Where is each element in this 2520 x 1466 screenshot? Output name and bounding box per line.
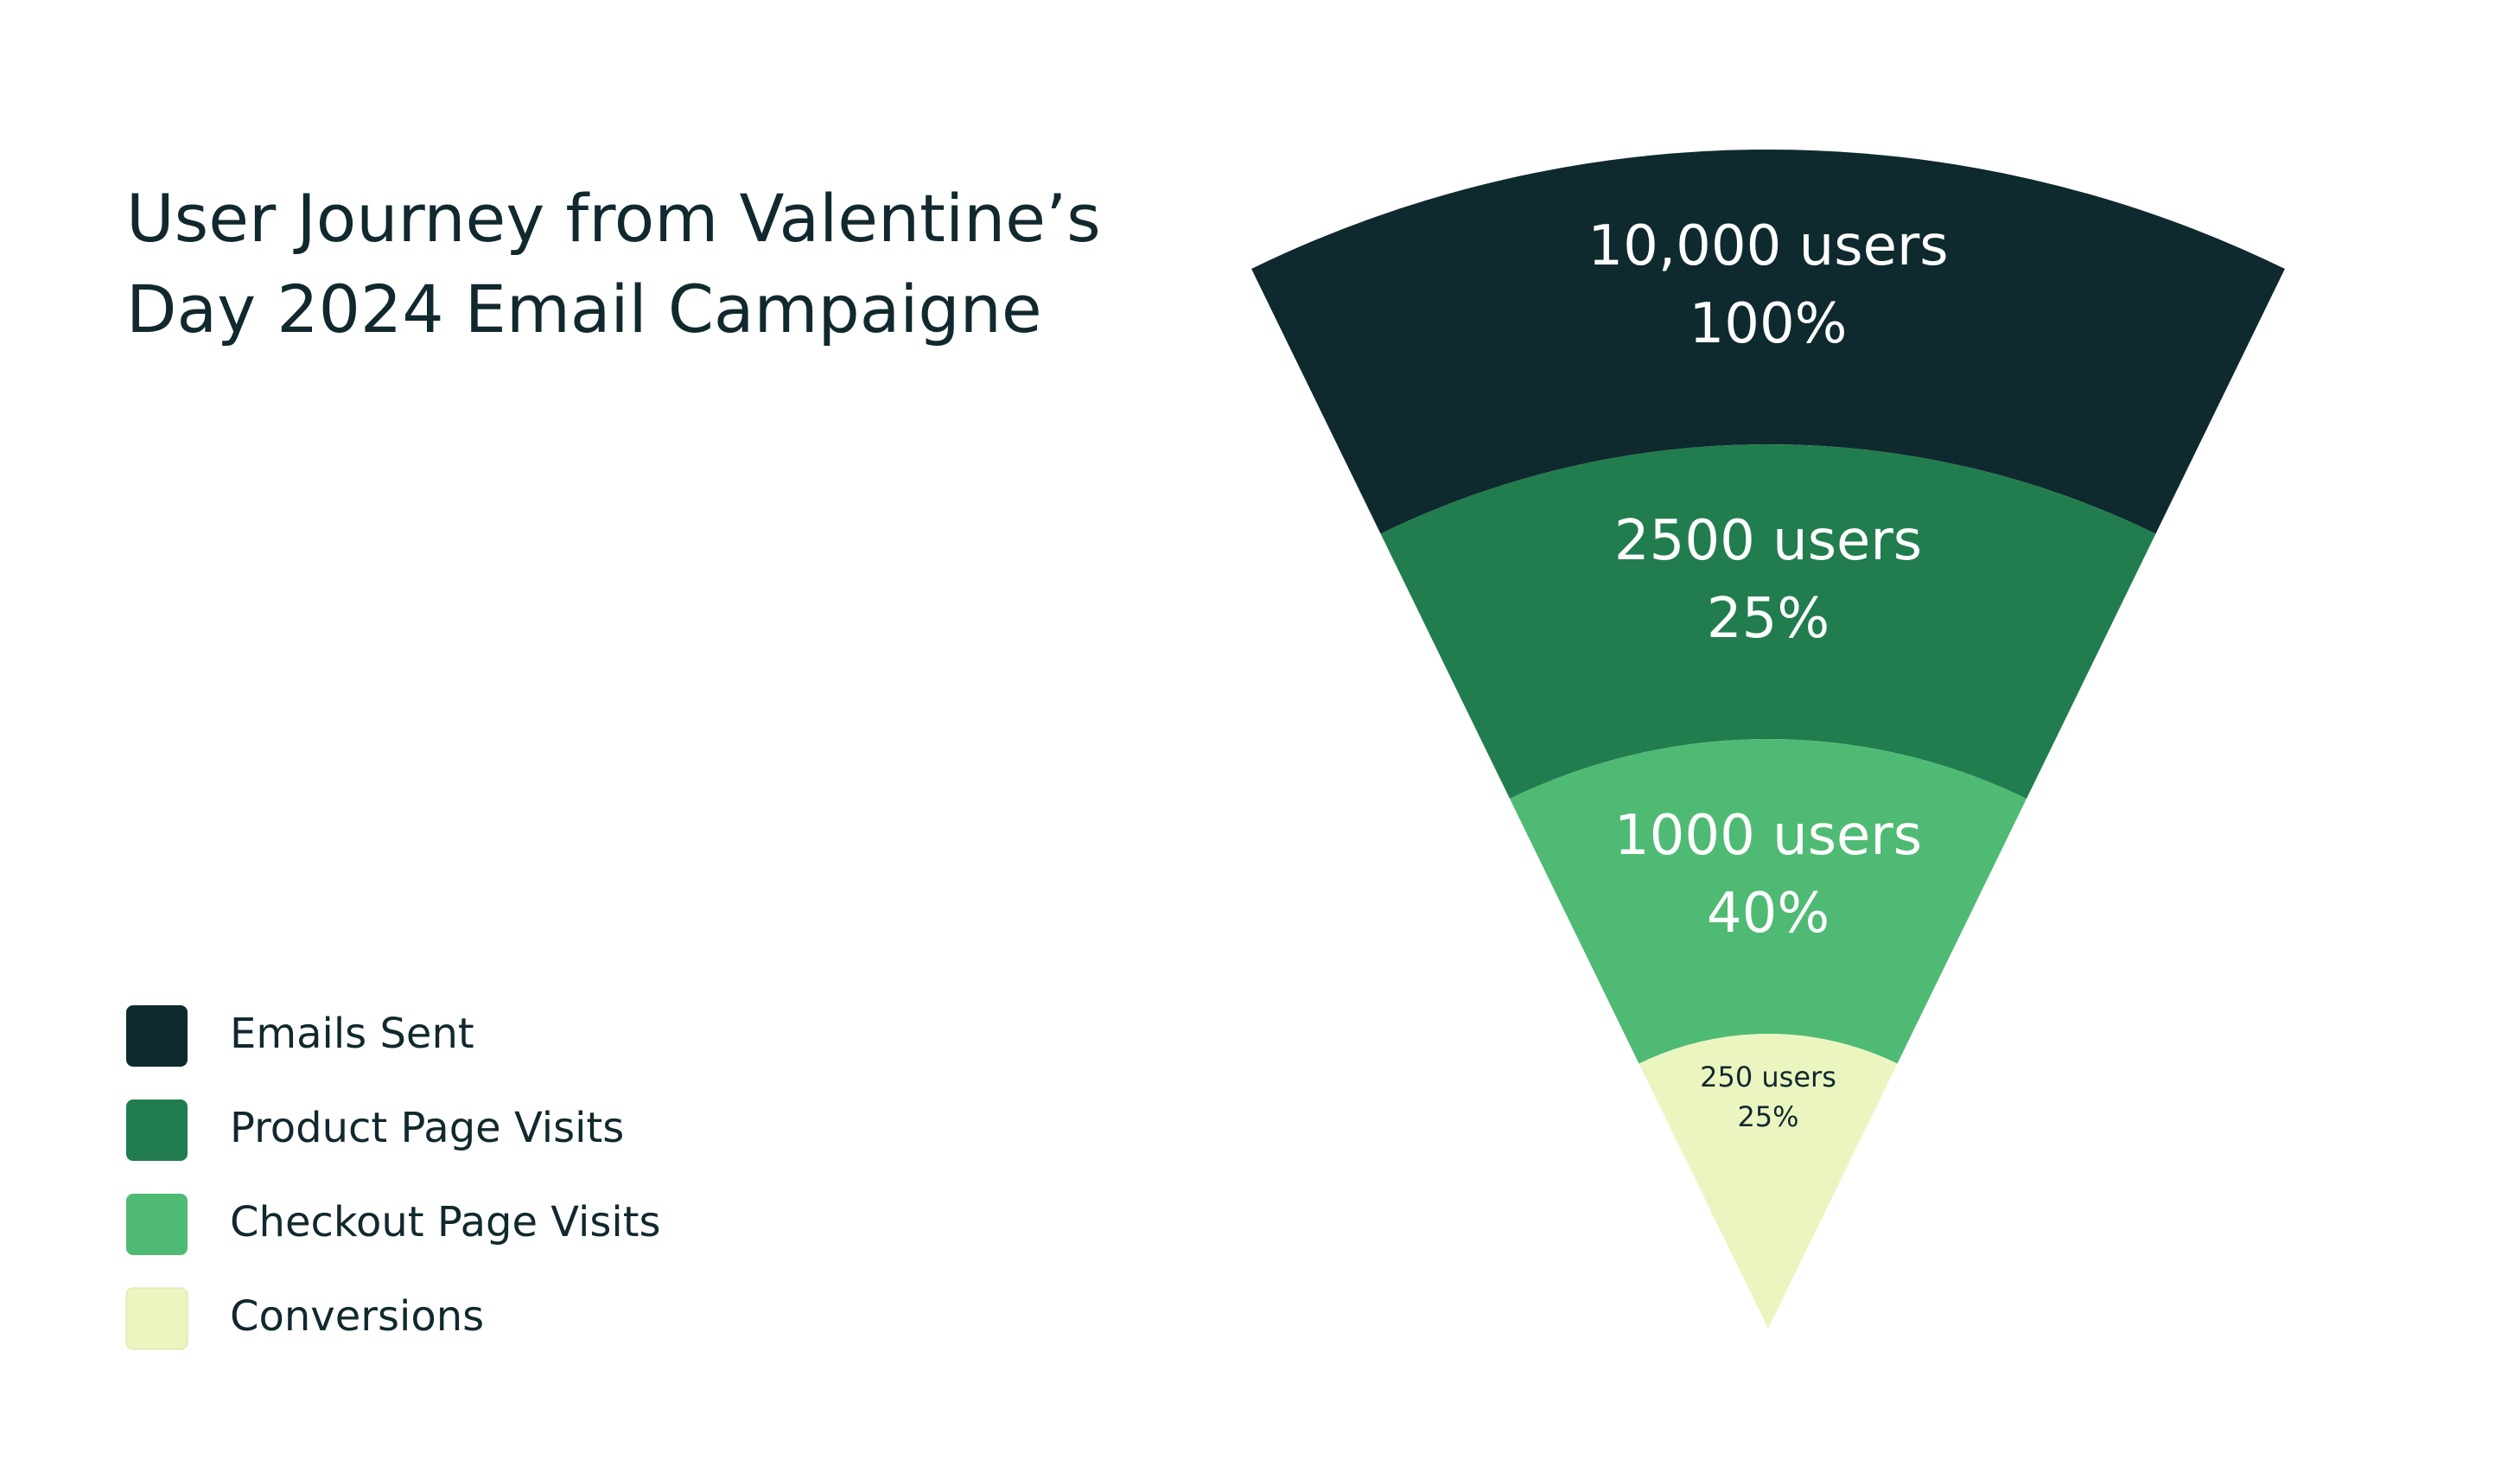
legend-label: Conversions bbox=[230, 1292, 484, 1341]
value-label: 2500 users bbox=[1614, 509, 1922, 573]
rate-label: 100% bbox=[1690, 292, 1848, 356]
legend-swatch bbox=[125, 1287, 188, 1350]
value-label: 1000 users bbox=[1614, 804, 1922, 868]
legend-swatch bbox=[126, 1005, 188, 1067]
funnel-segment bbox=[1380, 444, 2156, 800]
value-label: 250 users bbox=[1700, 1061, 1836, 1093]
chart-title: User Journey from Valentine’s Day 2024 E… bbox=[126, 180, 1101, 347]
rate-label: 25% bbox=[1737, 1100, 1798, 1133]
funnel-segment bbox=[1251, 150, 2285, 534]
funnel-segment bbox=[1510, 738, 2027, 1064]
legend-label: Emails Sent bbox=[230, 1010, 474, 1058]
legend-swatch bbox=[126, 1194, 188, 1255]
rate-label: 25% bbox=[1707, 587, 1830, 651]
funnel-segment bbox=[1639, 1034, 1898, 1329]
legend-label: Product Page Visits bbox=[230, 1104, 624, 1152]
legend-swatch bbox=[126, 1100, 188, 1161]
value-label: 10,000 users bbox=[1588, 214, 1948, 278]
legend-label: Checkout Page Visits bbox=[230, 1198, 661, 1246]
rate-label: 40% bbox=[1707, 882, 1830, 946]
